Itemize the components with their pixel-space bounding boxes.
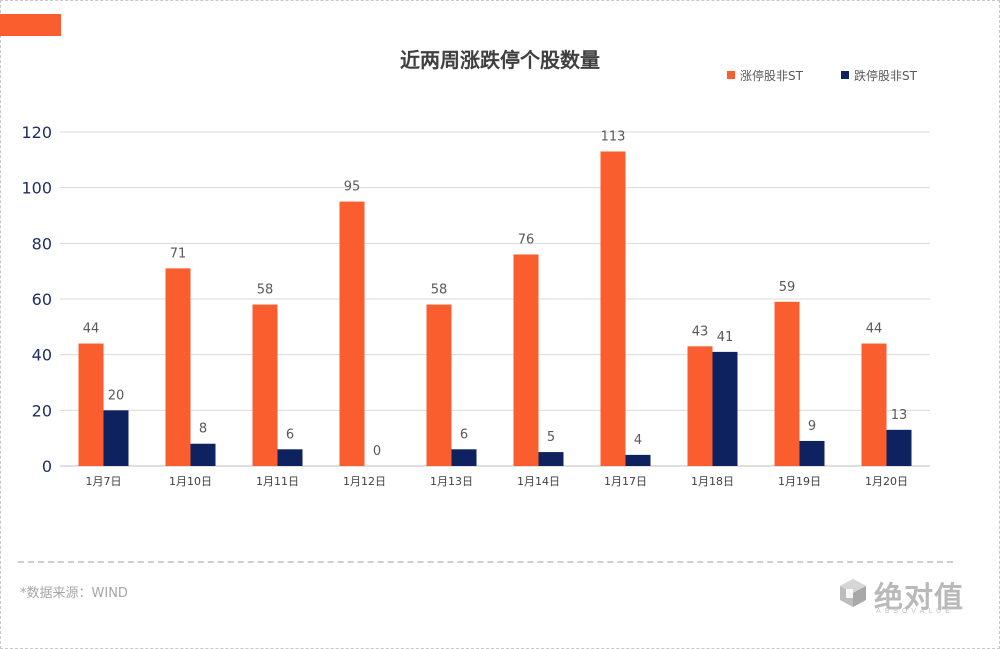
footer-divider [18, 561, 953, 563]
watermark-subtitle: ABSOVALUE [876, 607, 954, 615]
data-label: 59 [779, 280, 796, 295]
y-tick-label: 0 [42, 457, 52, 476]
bar-down [103, 410, 129, 466]
x-tick-label: 1月10日 [169, 475, 212, 488]
bar-up [426, 304, 452, 466]
data-label: 9 [808, 419, 816, 434]
bar-down [886, 429, 912, 466]
bar-up [165, 268, 191, 466]
watermark-name: 绝对值 [874, 580, 965, 614]
x-tick-label: 1月11日 [256, 475, 299, 488]
data-label: 44 [866, 322, 883, 337]
y-tick-label: 80 [32, 234, 52, 253]
bar-up [513, 254, 539, 466]
data-label: 58 [431, 283, 448, 298]
data-label: 43 [692, 324, 709, 339]
x-tick-label: 1月13日 [430, 475, 473, 488]
data-label: 5 [547, 430, 555, 445]
x-tick-label: 1月19日 [778, 475, 821, 488]
data-label: 44 [83, 322, 100, 337]
accent-bar [0, 14, 61, 36]
bar-down [190, 443, 216, 466]
bar-up [339, 201, 365, 467]
x-tick-label: 1月18日 [691, 475, 734, 488]
x-tick-label: 1月7日 [86, 475, 122, 488]
data-label: 0 [373, 444, 381, 459]
bar-up [687, 346, 713, 466]
data-label: 6 [286, 427, 294, 442]
bar-down [712, 351, 738, 466]
legend-entry: 涨停股非ST [740, 68, 804, 83]
x-tick-label: 1月14日 [517, 475, 560, 488]
y-tick-label: 100 [21, 179, 52, 198]
bar-down [451, 449, 477, 466]
data-label: 20 [108, 388, 125, 403]
y-tick-label: 60 [32, 290, 52, 309]
data-label: 71 [170, 246, 187, 261]
bar-up [600, 151, 626, 466]
data-label: 6 [460, 427, 468, 442]
x-tick-label: 1月12日 [343, 475, 386, 488]
legend-swatch [727, 71, 735, 79]
bar-down [277, 449, 303, 466]
data-label: 13 [891, 408, 908, 423]
bar-up [78, 343, 104, 466]
data-source-note: *数据来源：WIND [20, 586, 128, 601]
watermark: 绝对值 ABSOVALUE [838, 574, 968, 618]
bar-down [538, 452, 564, 466]
data-label: 95 [344, 180, 361, 195]
data-label: 41 [717, 330, 734, 345]
bar-up [774, 301, 800, 466]
data-label: 113 [601, 129, 626, 144]
y-tick-label: 40 [32, 346, 52, 365]
bar-up [861, 343, 887, 466]
chart-title: 近两周涨跌停个股数量 [400, 48, 600, 72]
cube-logo-icon [840, 579, 866, 607]
y-tick-label: 20 [32, 401, 52, 420]
bar-down [625, 454, 651, 466]
data-label: 76 [518, 232, 535, 247]
legend-entry: 跌停股非ST [854, 68, 918, 83]
x-tick-label: 1月17日 [604, 475, 647, 488]
bar-chart: 02040608010012044201月7日7181月10日5861月11日9… [21, 68, 930, 488]
x-tick-label: 1月20日 [865, 475, 908, 488]
y-tick-label: 120 [21, 123, 52, 142]
data-label: 8 [199, 422, 207, 437]
data-label: 4 [634, 433, 642, 448]
legend-swatch [841, 71, 849, 79]
bar-down [799, 440, 825, 466]
data-label: 58 [257, 283, 274, 298]
bar-up [252, 304, 278, 466]
